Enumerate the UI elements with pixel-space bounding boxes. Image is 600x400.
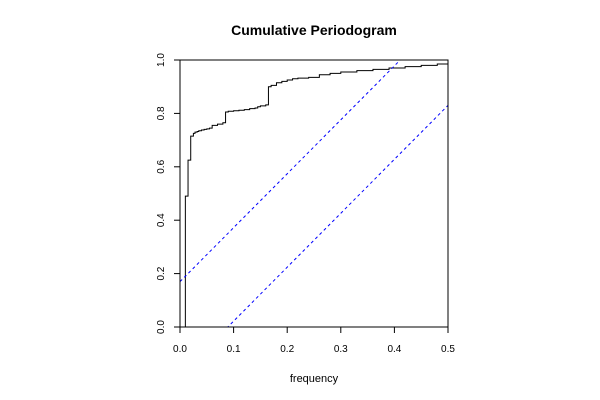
y-tick-label: 1.0 [156, 53, 167, 67]
x-tick-label: 0.3 [334, 344, 348, 355]
plot-frame [179, 59, 449, 328]
x-tick-label: 0.2 [280, 344, 294, 355]
periodogram-step-line [180, 62, 448, 327]
x-tick-label: 0.0 [173, 344, 187, 355]
x-tick-label: 0.4 [387, 344, 401, 355]
chart-title: Cumulative Periodogram [231, 22, 397, 38]
y-tick-label: 0.2 [156, 266, 167, 280]
x-tick-label: 0.1 [227, 344, 241, 355]
y-tick-label: 0.6 [156, 159, 167, 173]
y-tick-label: 0.4 [156, 213, 167, 227]
y-tick-label: 0.8 [156, 106, 167, 120]
upper-confidence-line [180, 60, 401, 282]
plot-area [180, 60, 448, 327]
y-tick-label: 0.0 [156, 320, 167, 334]
lower-confidence-line [227, 105, 448, 327]
x-axis-label: frequency [290, 373, 339, 385]
x-tick-label: 0.5 [441, 344, 455, 355]
axes: 0.0 0.1 0.2 0.3 0.4 0.5 0.0 0.2 0.4 0.6 0.8 1.0 [156, 53, 455, 355]
